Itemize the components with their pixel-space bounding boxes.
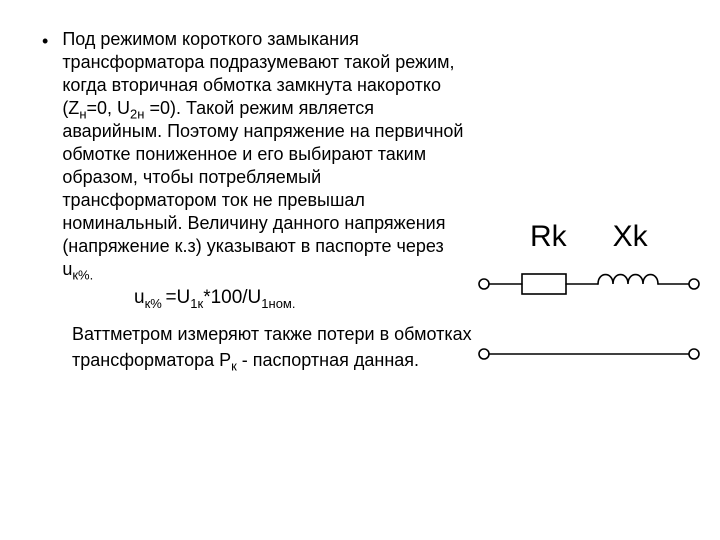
main-paragraph: Под режимом короткого замыкания трансфор…	[62, 28, 472, 281]
formula: uк% =U1к*100/U1ном.	[134, 287, 472, 309]
bullet-item: • Под режимом короткого замыкания трансф…	[42, 28, 472, 281]
second-paragraph: Ваттметром измеряют также потери в обмот…	[72, 321, 492, 373]
text-run: =0). Такой режим является аварийным. Поэ…	[62, 98, 463, 279]
diagram-labels: Rk Xk	[530, 220, 704, 254]
text-run: - паспортная данная.	[237, 350, 419, 370]
label-xk: Xk	[613, 220, 648, 254]
subscript: 1к	[190, 296, 203, 311]
text-column: • Под режимом короткого замыкания трансф…	[42, 28, 472, 373]
text-run: u	[134, 287, 145, 308]
text-run: =0, U	[87, 98, 131, 118]
subscript: к%.	[72, 268, 93, 283]
subscript: 1ном.	[261, 296, 295, 311]
circuit-svg	[474, 256, 704, 386]
text-run: =U	[165, 287, 190, 308]
subscript: 2н	[130, 107, 144, 122]
slide: • Под режимом короткого замыкания трансф…	[0, 0, 720, 540]
bullet-glyph: •	[42, 29, 48, 53]
subscript: н	[79, 107, 86, 122]
text-run: *100/U	[203, 287, 261, 308]
circuit-diagram: Rk Xk	[474, 220, 704, 386]
subscript: к%	[145, 296, 166, 311]
label-rk: Rk	[530, 220, 567, 254]
